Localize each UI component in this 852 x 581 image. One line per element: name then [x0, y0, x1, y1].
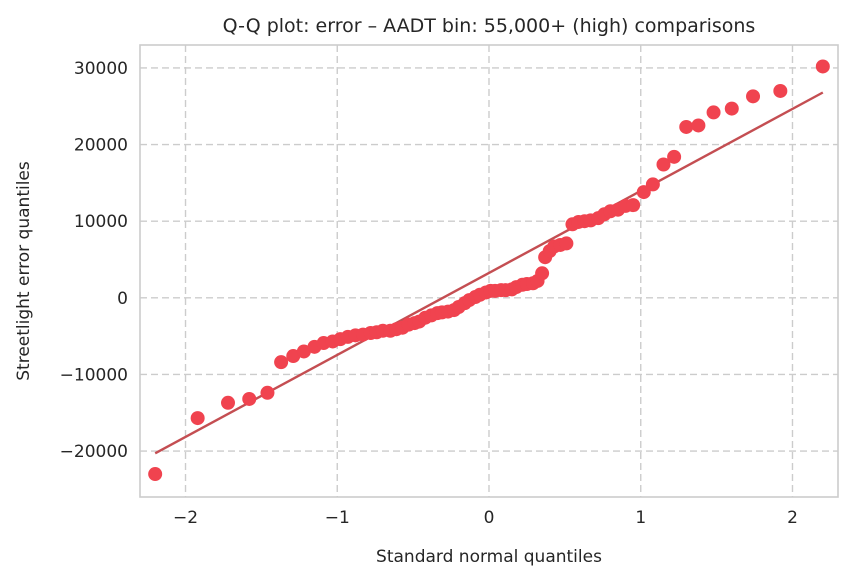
- x-tick-label: −2: [173, 508, 198, 528]
- data-points: [148, 59, 830, 482]
- data-point: [706, 105, 721, 120]
- data-point: [221, 395, 236, 410]
- data-point: [773, 83, 788, 98]
- y-tick-label: 10000: [74, 212, 128, 232]
- x-tick-labels: −2 −1 0 1 2: [173, 508, 798, 528]
- data-point: [286, 349, 301, 364]
- data-point: [242, 391, 257, 406]
- y-tick-labels: −20000 −10000 0 10000 20000 30000: [60, 59, 128, 462]
- x-axis-label: Standard normal quantiles: [376, 547, 602, 567]
- plot-frame: [139, 44, 839, 498]
- data-point: [746, 89, 761, 104]
- y-tick-label: 0: [117, 289, 128, 309]
- data-point: [724, 101, 739, 116]
- y-tick-label: 30000: [74, 59, 128, 79]
- x-tick-label: 1: [635, 508, 646, 528]
- y-tick-label: −20000: [60, 442, 128, 462]
- y-tick-label: −10000: [60, 365, 128, 385]
- data-point: [679, 119, 694, 134]
- data-point: [274, 355, 289, 370]
- data-point: [667, 149, 682, 164]
- data-point: [656, 157, 671, 172]
- x-tick-label: −1: [325, 508, 350, 528]
- chart-title: Q-Q plot: error – AADT bin: 55,000+ (hig…: [223, 15, 756, 37]
- data-point: [535, 266, 550, 281]
- data-point: [691, 118, 706, 133]
- x-tick-label: 2: [787, 508, 798, 528]
- data-point: [190, 411, 205, 426]
- data-point: [645, 177, 660, 192]
- data-point: [148, 467, 163, 482]
- y-tick-label: 20000: [74, 136, 128, 156]
- data-point: [559, 236, 574, 251]
- x-tick-label: 0: [484, 508, 495, 528]
- data-point: [815, 59, 830, 74]
- data-point: [296, 344, 311, 359]
- data-point: [260, 385, 275, 400]
- grid-lines: [140, 45, 838, 497]
- data-point: [626, 198, 641, 213]
- y-axis-label: Streetlight error quantiles: [14, 161, 34, 381]
